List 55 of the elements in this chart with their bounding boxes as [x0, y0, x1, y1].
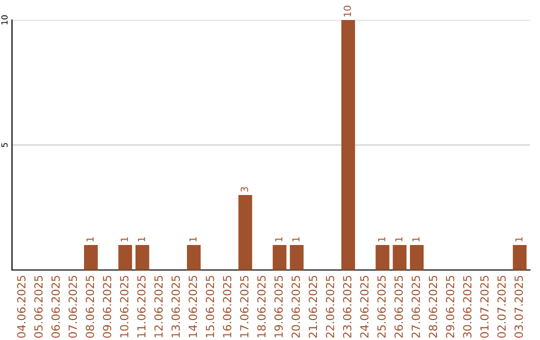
- x-tick-label: 02.07.2025: [497, 276, 506, 338]
- x-tick-label: 21.06.2025: [308, 276, 318, 338]
- x-tick-label: 20.06.2025: [292, 276, 300, 338]
- x-tick-label: 28.06.2025: [428, 276, 438, 338]
- bar: [84, 245, 98, 270]
- x-tick-label: 14.06.2025: [188, 276, 198, 338]
- x-tick-label: 26.06.2025: [394, 276, 403, 338]
- data-label: 1: [120, 237, 128, 242]
- x-tick-label: 09.06.2025: [102, 276, 112, 338]
- bar: [238, 195, 252, 270]
- x-tick-label: 16.06.2025: [222, 276, 232, 338]
- bar: [410, 245, 424, 270]
- y-tick-label: 5: [1, 143, 8, 148]
- bar: [186, 245, 201, 270]
- data-label: 1: [395, 237, 402, 242]
- x-tick-label: 24.06.2025: [360, 276, 369, 338]
- x-tick-label: 04.06.2025: [17, 276, 26, 338]
- data-label: 1: [138, 237, 146, 242]
- x-tick-label: 18.06.2025: [257, 276, 266, 338]
- x-tick-label: 03.07.2025: [514, 276, 523, 338]
- bar: [290, 245, 304, 270]
- x-tick-label: 17.06.2025: [240, 276, 248, 338]
- x-tick-label: 23.06.2025: [343, 276, 352, 338]
- x-tick-label: 05.06.2025: [34, 276, 43, 338]
- bar: [272, 245, 286, 270]
- bar: [135, 245, 150, 270]
- x-tick-label: 06.06.2025: [51, 276, 60, 338]
- x-tick-label: 07.06.2025: [68, 276, 77, 338]
- x-tick-label: 25.06.2025: [377, 276, 386, 338]
- x-tick-label: 27.06.2025: [412, 276, 420, 338]
- x-tick-label: 10.06.2025: [120, 276, 128, 338]
- x-tick-label: 13.06.2025: [171, 276, 180, 338]
- bar: [341, 20, 356, 270]
- x-tick-label: 12.06.2025: [154, 276, 163, 338]
- bar: [376, 245, 390, 270]
- x-tick-label: 15.06.2025: [206, 276, 214, 338]
- x-tick-label: 01.07.2025: [480, 276, 489, 338]
- bar: [512, 245, 527, 270]
- x-tick-label: 08.06.2025: [86, 276, 94, 338]
- bar: [118, 245, 132, 270]
- data-label: 10: [344, 6, 352, 16]
- data-label: 1: [86, 237, 94, 242]
- data-label: 1: [275, 237, 282, 242]
- x-tick-label: 22.06.2025: [326, 276, 334, 338]
- bar: [392, 245, 407, 270]
- data-label: 1: [378, 237, 386, 242]
- data-label: 1: [515, 237, 522, 242]
- x-tick-label: 29.06.2025: [446, 276, 454, 338]
- data-label: 1: [292, 237, 300, 242]
- x-tick-label: 11.06.2025: [137, 276, 146, 338]
- x-tick-label: 30.06.2025: [463, 276, 472, 338]
- data-label: 1: [412, 237, 420, 242]
- data-label: 3: [240, 187, 248, 192]
- data-label: 1: [189, 237, 196, 242]
- x-tick-label: 19.06.2025: [274, 276, 283, 338]
